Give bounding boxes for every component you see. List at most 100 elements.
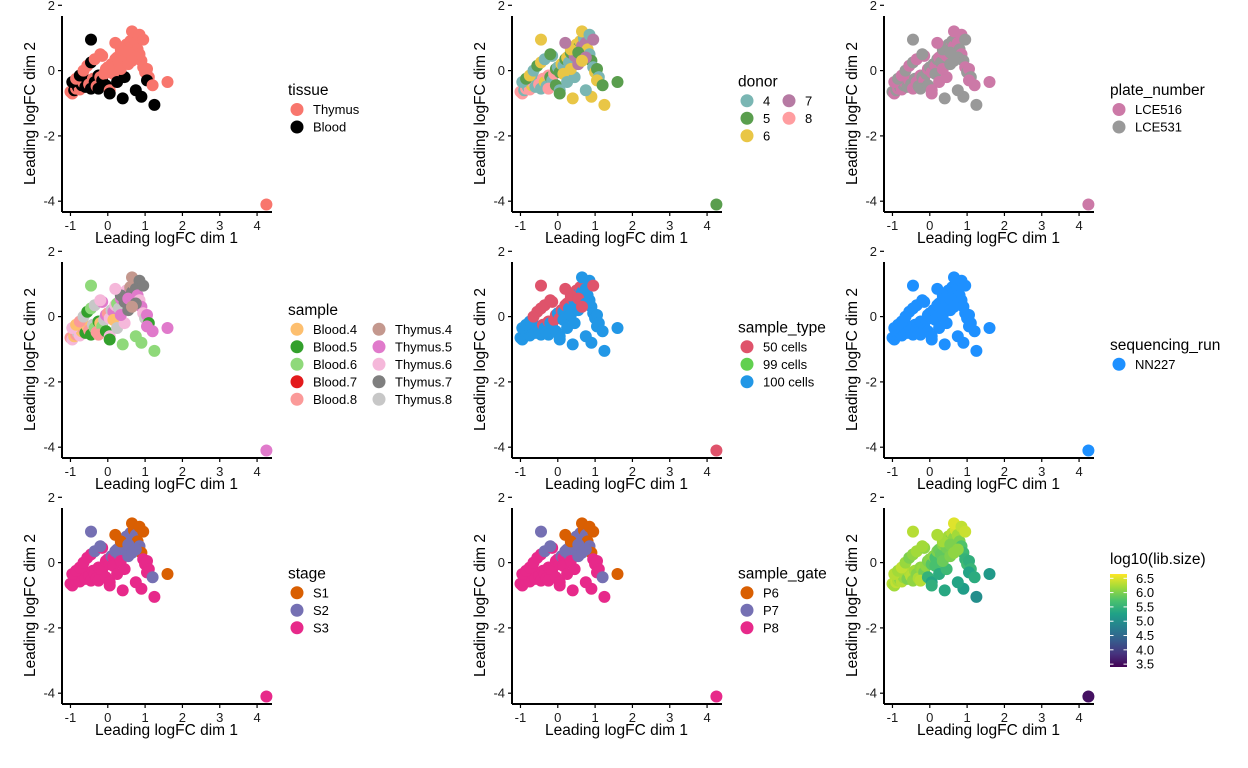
x-tick-label: -1 bbox=[65, 464, 77, 479]
colorbar-tick-label: 4.0 bbox=[1136, 642, 1154, 657]
legend-label: Blood.5 bbox=[313, 339, 357, 354]
legend-title: plate_number bbox=[1110, 82, 1205, 99]
data-point bbox=[535, 33, 547, 46]
legend-label: P8 bbox=[763, 620, 779, 635]
data-point bbox=[925, 87, 938, 100]
data-point bbox=[959, 525, 972, 538]
legend-label: 99 cells bbox=[763, 357, 808, 372]
x-tick-label: 0 bbox=[554, 464, 561, 479]
legend-key bbox=[740, 603, 754, 617]
x-axis-title: Leading logFC dim 1 bbox=[917, 476, 1060, 493]
data-point bbox=[931, 36, 944, 49]
data-point bbox=[710, 690, 723, 703]
legend-title: stage bbox=[288, 565, 326, 582]
x-axis-title: Leading logFC dim 1 bbox=[545, 230, 688, 247]
y-tick-label: 0 bbox=[870, 309, 877, 324]
y-axis-title: Leading logFC dim 2 bbox=[844, 534, 861, 677]
y-axis-title: Leading logFC dim 2 bbox=[472, 42, 489, 185]
data-point bbox=[129, 84, 142, 97]
data-point bbox=[1082, 444, 1095, 457]
x-tick-label: -1 bbox=[515, 218, 527, 233]
x-tick-label: 3 bbox=[666, 464, 673, 479]
points-sample-gate bbox=[514, 517, 723, 703]
data-point bbox=[710, 444, 723, 457]
y-tick-label: -4 bbox=[43, 440, 55, 455]
data-point bbox=[931, 282, 944, 295]
legend-label: Blood.7 bbox=[313, 374, 357, 389]
data-point bbox=[260, 690, 273, 703]
x-axis-title: Leading logFC dim 1 bbox=[545, 476, 688, 493]
y-tick-label: -4 bbox=[493, 440, 505, 455]
legend-label: 7 bbox=[805, 93, 812, 108]
data-point bbox=[579, 330, 592, 343]
x-tick-label: 4 bbox=[253, 464, 260, 479]
legend-key bbox=[290, 103, 304, 116]
legend-stage: stage S1 S2 S3 bbox=[288, 565, 329, 635]
legend-key bbox=[290, 621, 304, 635]
data-point bbox=[126, 300, 138, 313]
y-tick-label: 2 bbox=[48, 0, 55, 13]
y-tick-label: 0 bbox=[48, 555, 55, 570]
data-point bbox=[951, 84, 964, 97]
y-tick-label: -4 bbox=[865, 194, 877, 209]
data-point bbox=[535, 525, 547, 538]
legend-label: Thymus.7 bbox=[395, 374, 452, 389]
legend-title: tissue bbox=[288, 82, 329, 99]
data-point bbox=[148, 344, 161, 357]
x-tick-label: 1 bbox=[963, 464, 970, 479]
x-tick-label: -1 bbox=[515, 710, 527, 725]
x-tick-label: -1 bbox=[887, 464, 899, 479]
x-tick-label: 1 bbox=[963, 218, 970, 233]
data-point bbox=[938, 92, 951, 105]
y-axis-title: Leading logFC dim 2 bbox=[22, 534, 39, 677]
data-point bbox=[925, 579, 938, 592]
data-point bbox=[129, 330, 142, 343]
legend-plate-number: plate_number LCE516 LCE531 bbox=[1110, 82, 1205, 135]
legend-label: LCE531 bbox=[1135, 120, 1182, 135]
x-tick-label: 2 bbox=[179, 710, 186, 725]
x-tick-label: 0 bbox=[926, 710, 933, 725]
legend-key bbox=[290, 586, 304, 600]
x-tick-label: 0 bbox=[926, 218, 933, 233]
legend-key bbox=[1112, 120, 1126, 134]
legend-title: sequencing_run bbox=[1110, 337, 1220, 354]
data-point bbox=[85, 33, 97, 46]
points-tissue bbox=[64, 25, 273, 211]
data-point bbox=[611, 76, 624, 88]
x-tick-label: 4 bbox=[1075, 710, 1082, 725]
legend-sample: sample Blood.4 Blood.5 Blood.6 Blood.7 Blood.… bbox=[288, 302, 452, 407]
legend-label: 4 bbox=[763, 93, 770, 108]
y-tick-label: -4 bbox=[43, 194, 55, 209]
data-point bbox=[260, 444, 273, 457]
legend-title: sample bbox=[288, 302, 338, 319]
x-tick-label: 3 bbox=[666, 218, 673, 233]
x-tick-label: 1 bbox=[141, 464, 148, 479]
x-tick-label: 2 bbox=[1001, 710, 1008, 725]
data-point bbox=[948, 300, 960, 313]
y-tick-label: 2 bbox=[870, 244, 877, 259]
legend-label: Thymus.6 bbox=[395, 357, 452, 372]
data-point bbox=[109, 528, 122, 541]
data-point bbox=[587, 33, 600, 46]
colorbar bbox=[1110, 574, 1127, 667]
x-tick-label: 0 bbox=[554, 710, 561, 725]
legend-key bbox=[290, 392, 304, 406]
y-tick-label: 2 bbox=[498, 244, 505, 259]
data-point bbox=[598, 590, 611, 603]
data-point bbox=[576, 300, 588, 313]
data-point bbox=[907, 279, 919, 292]
data-point bbox=[260, 198, 273, 211]
data-point bbox=[916, 294, 929, 307]
data-point bbox=[968, 79, 981, 92]
legend-key bbox=[740, 111, 754, 125]
data-point bbox=[596, 79, 609, 92]
points-log10-lib-size bbox=[886, 517, 1095, 703]
y-tick-label: 0 bbox=[870, 555, 877, 570]
legend-label: Blood.4 bbox=[313, 322, 357, 337]
y-tick-label: -4 bbox=[493, 686, 505, 701]
x-tick-label: 2 bbox=[1001, 218, 1008, 233]
